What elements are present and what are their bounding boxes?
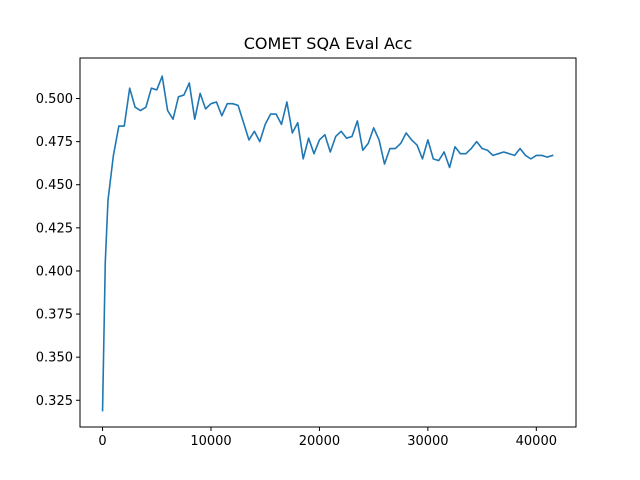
y-tick-label: 0.375 [36,308,73,323]
axes-frame [79,57,577,428]
y-tick-label: 0.325 [36,394,73,409]
x-tick-label: 0 [98,434,106,449]
x-tick-label: 10000 [190,434,231,449]
y-tick-label: 0.425 [36,221,73,236]
y-tick-label: 0.350 [36,351,73,366]
plot-area [79,57,577,428]
series-line [101,75,554,412]
y-tick-label: 0.400 [36,264,73,279]
series-layer [101,75,554,412]
x-axis: 0 10000 20000 30000 40000 [98,427,557,449]
chart-title: COMET SQA Eval Acc [244,34,413,53]
y-tick-label: 0.450 [36,178,73,193]
y-tick-label: 0.500 [36,92,73,107]
y-tick-label: 0.475 [36,135,73,150]
x-tick-label: 20000 [299,434,340,449]
x-tick-label: 40000 [516,434,557,449]
y-axis: 0.325 0.350 0.375 0.400 0.425 0.450 0.475 0.500 [36,92,80,409]
x-tick-label: 30000 [407,434,448,449]
